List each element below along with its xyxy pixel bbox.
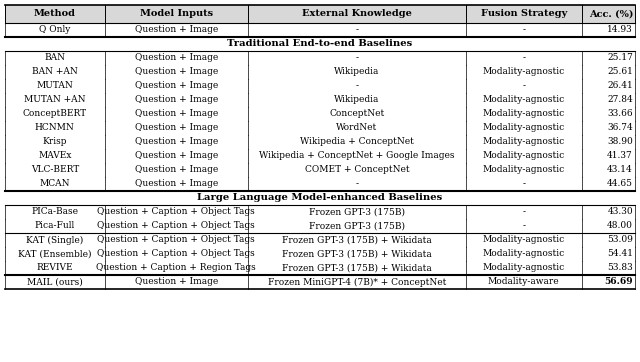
Text: MUTAN +AN: MUTAN +AN [24, 96, 86, 105]
Text: 38.90: 38.90 [607, 138, 633, 147]
Text: Wikipedia: Wikipedia [334, 96, 380, 105]
Text: MUTAN: MUTAN [36, 81, 73, 90]
Text: Modality-agnostic: Modality-agnostic [483, 236, 565, 244]
Text: Modality-aware: Modality-aware [488, 278, 559, 286]
Text: 27.84: 27.84 [607, 96, 633, 105]
Text: COMET + ConceptNet: COMET + ConceptNet [305, 165, 409, 174]
Text: PICa-Base: PICa-Base [31, 207, 78, 216]
Text: -: - [522, 81, 525, 90]
Text: Question + Image: Question + Image [135, 165, 218, 174]
Text: 56.69: 56.69 [604, 278, 633, 286]
Text: Acc. (%): Acc. (%) [589, 9, 633, 18]
Text: 25.61: 25.61 [607, 67, 633, 76]
Text: Wikipedia: Wikipedia [334, 67, 380, 76]
Text: Modality-agnostic: Modality-agnostic [483, 123, 565, 132]
Text: Frozen GPT-3 (175B) + Wikidata: Frozen GPT-3 (175B) + Wikidata [282, 236, 432, 244]
Text: WordNet: WordNet [336, 123, 378, 132]
Text: 33.66: 33.66 [607, 109, 633, 118]
Text: 41.37: 41.37 [607, 152, 633, 160]
Text: Wikipedia + ConceptNet + Google Images: Wikipedia + ConceptNet + Google Images [259, 152, 454, 160]
Text: Question + Image: Question + Image [135, 25, 218, 34]
Text: Question + Caption + Object Tags: Question + Caption + Object Tags [97, 249, 255, 258]
Text: Question + Image: Question + Image [135, 96, 218, 105]
Text: -: - [355, 54, 358, 63]
Text: 44.65: 44.65 [607, 180, 633, 189]
Text: -: - [522, 207, 525, 216]
Text: Question + Image: Question + Image [135, 138, 218, 147]
Text: -: - [355, 81, 358, 90]
Text: External Knowledge: External Knowledge [302, 9, 412, 18]
Text: ConceptNet: ConceptNet [329, 109, 385, 118]
Text: 43.30: 43.30 [607, 207, 633, 216]
Text: -: - [355, 25, 358, 34]
Text: Modality-agnostic: Modality-agnostic [483, 152, 565, 160]
Text: HCNMN: HCNMN [35, 123, 75, 132]
Text: Question + Image: Question + Image [135, 123, 218, 132]
Text: Q Only: Q Only [39, 25, 70, 34]
Text: 53.83: 53.83 [607, 264, 633, 273]
Text: Model Inputs: Model Inputs [140, 9, 213, 18]
Text: Frozen GPT-3 (175B) + Wikidata: Frozen GPT-3 (175B) + Wikidata [282, 264, 432, 273]
Text: Frozen GPT-3 (175B): Frozen GPT-3 (175B) [309, 222, 405, 231]
Text: KAT (Single): KAT (Single) [26, 235, 83, 245]
Text: Traditional End-to-end Baselines: Traditional End-to-end Baselines [227, 39, 413, 49]
Text: 54.41: 54.41 [607, 249, 633, 258]
Text: Fusion Strategy: Fusion Strategy [481, 9, 567, 18]
Text: -: - [522, 54, 525, 63]
Text: 43.14: 43.14 [607, 165, 633, 174]
Text: Wikipedia + ConceptNet: Wikipedia + ConceptNet [300, 138, 414, 147]
Text: Question + Image: Question + Image [135, 54, 218, 63]
Text: Modality-agnostic: Modality-agnostic [483, 138, 565, 147]
Text: Frozen GPT-3 (175B): Frozen GPT-3 (175B) [309, 207, 405, 216]
Text: -: - [522, 180, 525, 189]
Text: 36.74: 36.74 [607, 123, 633, 132]
Text: Frozen GPT-3 (175B) + Wikidata: Frozen GPT-3 (175B) + Wikidata [282, 249, 432, 258]
Text: -: - [355, 180, 358, 189]
Text: Krisp: Krisp [42, 138, 67, 147]
Text: 53.09: 53.09 [607, 236, 633, 244]
Text: REVIVE: REVIVE [36, 264, 73, 273]
Text: Large Language Model-enhanced Baselines: Large Language Model-enhanced Baselines [197, 194, 443, 202]
Text: Modality-agnostic: Modality-agnostic [483, 249, 565, 258]
Text: BAN +AN: BAN +AN [32, 67, 77, 76]
Text: 26.41: 26.41 [607, 81, 633, 90]
Text: KAT (Ensemble): KAT (Ensemble) [18, 249, 92, 258]
Text: 14.93: 14.93 [607, 25, 633, 34]
Text: Modality-agnostic: Modality-agnostic [483, 109, 565, 118]
Text: BAN: BAN [44, 54, 65, 63]
Text: Question + Caption + Region Tags: Question + Caption + Region Tags [97, 264, 256, 273]
Text: Method: Method [34, 9, 76, 18]
Text: Question + Image: Question + Image [135, 109, 218, 118]
Text: -: - [522, 222, 525, 231]
Text: -: - [522, 25, 525, 34]
Text: Question + Caption + Object Tags: Question + Caption + Object Tags [97, 207, 255, 216]
Text: Question + Image: Question + Image [135, 278, 218, 286]
Text: Pica-Full: Pica-Full [35, 222, 75, 231]
Text: Frozen MiniGPT-4 (7B)* + ConceptNet: Frozen MiniGPT-4 (7B)* + ConceptNet [268, 277, 446, 287]
Text: Modality-agnostic: Modality-agnostic [483, 264, 565, 273]
Text: Question + Image: Question + Image [135, 180, 218, 189]
Text: ConceptBERT: ConceptBERT [22, 109, 87, 118]
Text: MCAN: MCAN [40, 180, 70, 189]
Text: Modality-agnostic: Modality-agnostic [483, 96, 565, 105]
Text: MAIL (ours): MAIL (ours) [27, 278, 83, 286]
Text: 25.17: 25.17 [607, 54, 633, 63]
Text: Question + Image: Question + Image [135, 152, 218, 160]
Text: Modality-agnostic: Modality-agnostic [483, 67, 565, 76]
Bar [5, 5, 635, 23]
Text: MAVEx: MAVEx [38, 152, 72, 160]
Text: 48.00: 48.00 [607, 222, 633, 231]
Text: Modality-agnostic: Modality-agnostic [483, 165, 565, 174]
Text: Question + Image: Question + Image [135, 81, 218, 90]
Text: VLC-BERT: VLC-BERT [31, 165, 79, 174]
Text: Question + Caption + Object Tags: Question + Caption + Object Tags [97, 222, 255, 231]
Text: Question + Caption + Object Tags: Question + Caption + Object Tags [97, 236, 255, 244]
Text: Question + Image: Question + Image [135, 67, 218, 76]
